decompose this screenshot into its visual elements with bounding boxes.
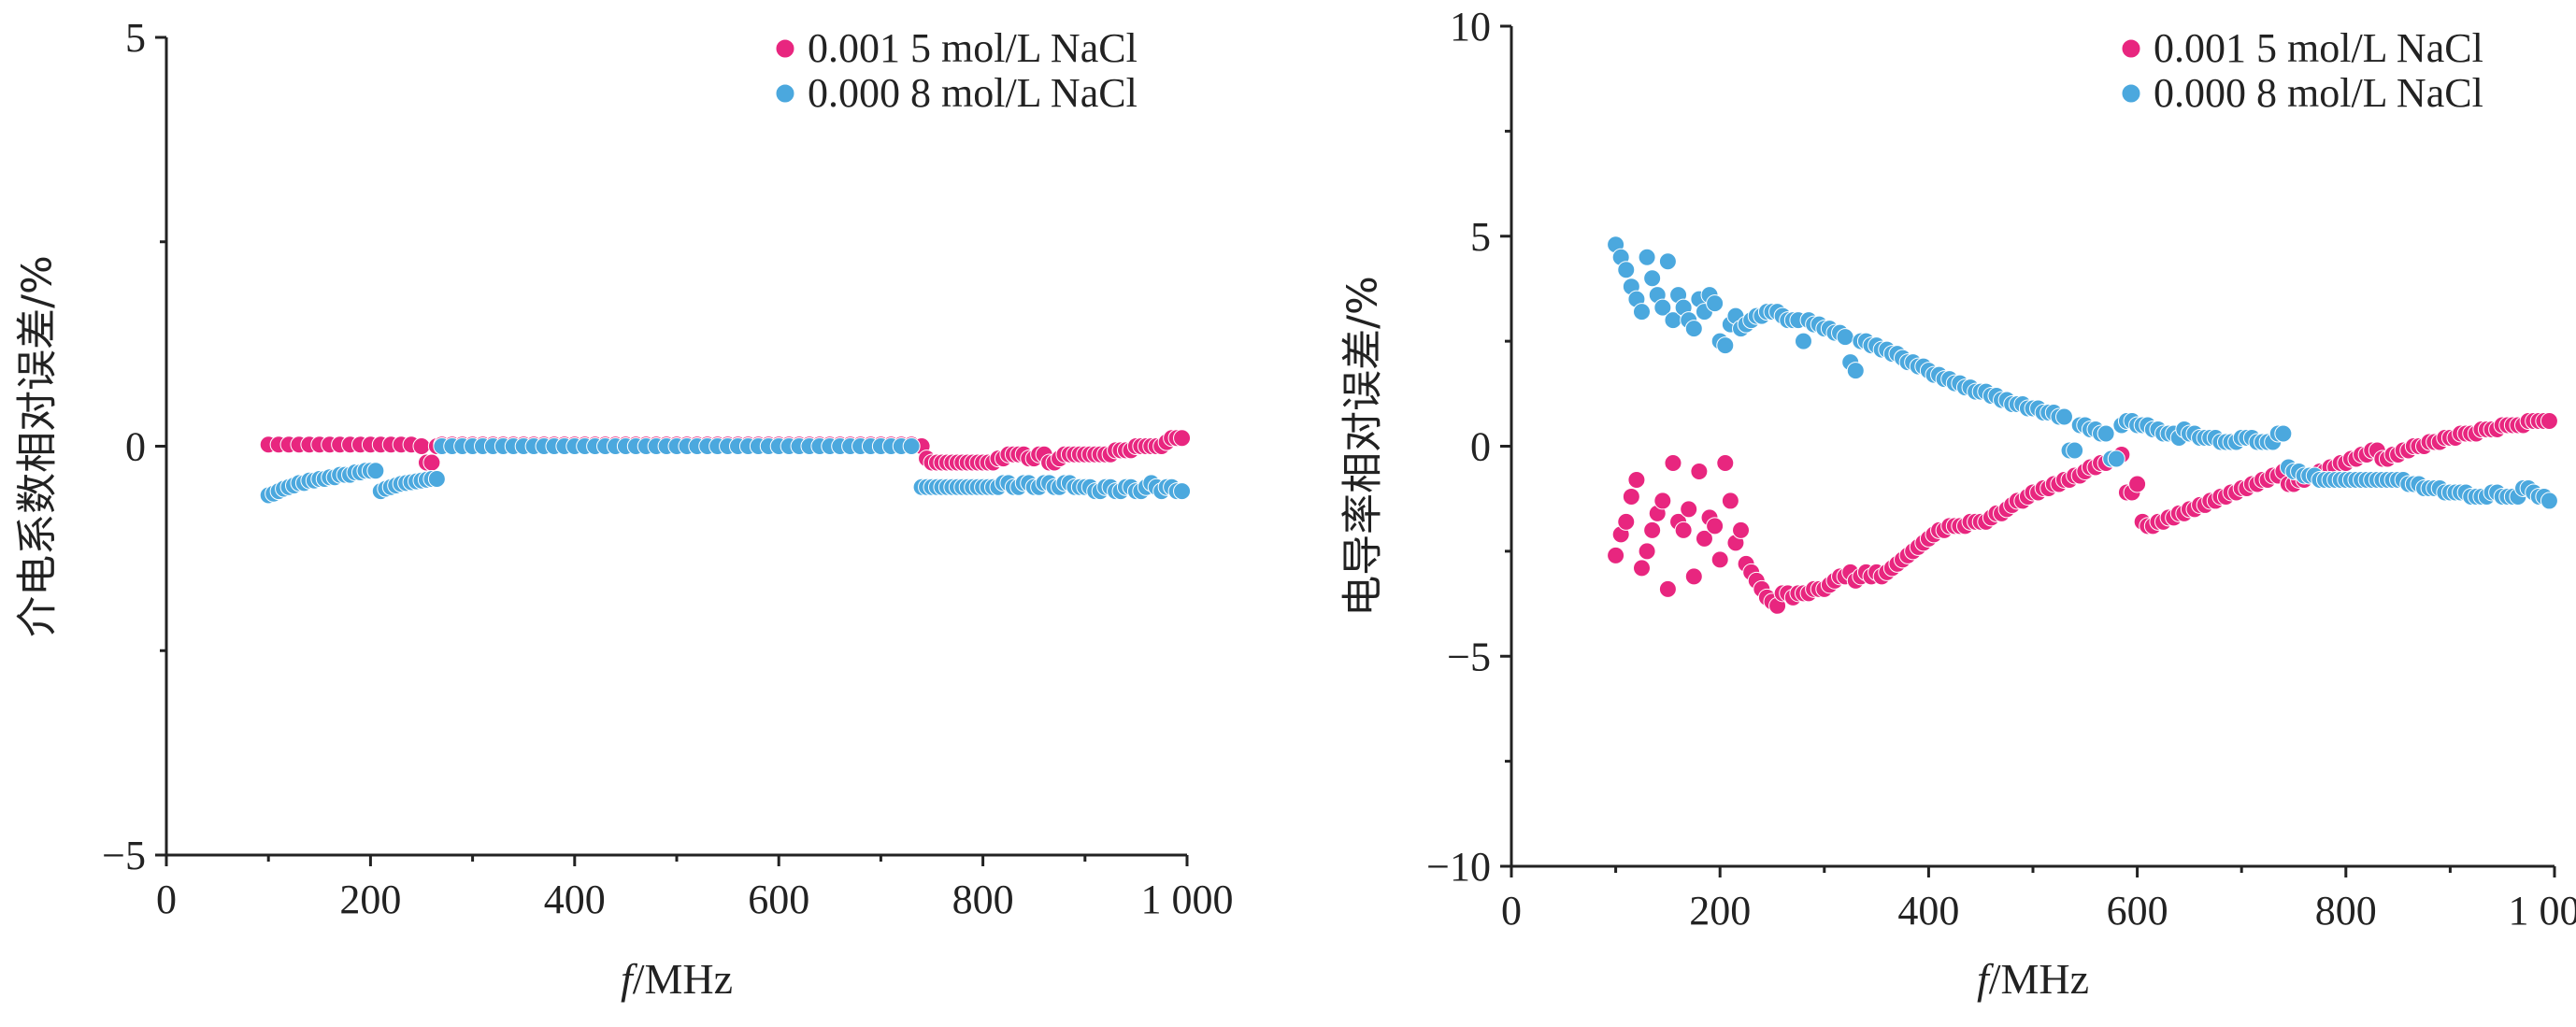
data-point — [1716, 453, 1735, 472]
data-point — [1622, 487, 1640, 506]
data-point — [412, 437, 431, 455]
data-point — [1643, 521, 1662, 539]
data-point — [902, 437, 921, 455]
x-tick-label: 200 — [339, 877, 401, 922]
y-tick-label: 5 — [125, 15, 146, 61]
x-axis-label-unit: /MHz — [1989, 955, 2089, 1003]
data-point — [1173, 429, 1192, 448]
data-point — [1658, 579, 1677, 598]
x-tick-label: 0 — [1501, 888, 1522, 934]
data-point — [1643, 269, 1662, 288]
x-tick-label: 1 000 — [2509, 888, 2576, 934]
x-tick-label: 600 — [748, 877, 809, 922]
data-point — [1653, 492, 1672, 510]
data-point — [1695, 529, 1713, 548]
legend-marker-2 — [2121, 83, 2141, 104]
data-point — [427, 470, 446, 488]
legend-marker-1 — [775, 38, 795, 59]
legend-marker-2 — [775, 83, 795, 104]
y-tick-label: 0 — [1470, 424, 1491, 470]
data-point — [2540, 492, 2558, 510]
data-point — [1706, 517, 1724, 535]
x-axis-label: f/MHz — [621, 955, 733, 1003]
data-point — [1794, 332, 1812, 350]
y-axis-label: 介电系数相对误差/% — [14, 255, 62, 637]
data-point — [1638, 248, 1656, 266]
legend-label-1: 0.001 5 mol/L NaCl — [808, 25, 1138, 71]
data-point — [2540, 412, 2558, 431]
data-point — [2054, 407, 2073, 426]
data-point — [1633, 303, 1651, 321]
data-point — [1633, 559, 1651, 578]
legend-marker-1 — [2121, 38, 2141, 59]
legend-label-2: 0.000 8 mol/L NaCl — [808, 70, 1138, 116]
data-point — [2128, 475, 2147, 493]
data-point — [1690, 462, 1709, 480]
data-point — [1706, 294, 1724, 313]
x-axis-label-unit: /MHz — [633, 955, 733, 1003]
data-point — [1658, 252, 1677, 271]
series-1 — [1607, 412, 2558, 615]
x-tick-label: 800 — [952, 877, 1014, 922]
chart-panel-conductivity: −10 −5 0 5 10 0 200 400 600 800 1 000 f/MHz 电导率相对误差/… — [1339, 4, 2576, 1003]
legend-label-1: 0.001 5 mol/L NaCl — [2154, 25, 2483, 71]
x-tick-label: 800 — [2315, 888, 2377, 934]
data-point — [1710, 550, 1729, 569]
data-point — [1732, 521, 1751, 539]
data-point — [1607, 546, 1625, 564]
y-tick-label: 0 — [125, 424, 146, 470]
data-point — [2107, 449, 2125, 468]
y-tick-label: −5 — [1447, 634, 1491, 679]
x-tick-label: 400 — [544, 877, 606, 922]
series-2 — [259, 437, 1192, 505]
data-point — [1836, 328, 1854, 347]
data-point — [1627, 470, 1646, 489]
x-tick-label: 0 — [156, 877, 177, 922]
legend-label-2: 0.000 8 mol/L NaCl — [2154, 70, 2483, 116]
data-point — [1617, 261, 1636, 279]
data-point — [1684, 567, 1703, 586]
x-axis-label: f/MHz — [1977, 955, 2089, 1003]
data-point — [2274, 424, 2293, 443]
data-point — [1721, 492, 1739, 510]
y-tick-label: −10 — [1426, 844, 1491, 890]
data-point — [1716, 336, 1735, 355]
x-tick-label: 600 — [2107, 888, 2168, 934]
y-tick-label: 10 — [1450, 4, 1491, 50]
data-point — [1684, 320, 1703, 338]
x-tick-label: 200 — [1689, 888, 1751, 934]
y-tick-label: 5 — [1470, 214, 1491, 260]
data-point — [1680, 500, 1698, 519]
data-point — [2066, 441, 2084, 460]
data-point — [1617, 512, 1636, 531]
data-point — [1674, 521, 1693, 539]
data-point — [1664, 453, 1682, 472]
x-tick-label: 400 — [1897, 888, 1959, 934]
x-tick-label: 1 000 — [1141, 877, 1234, 922]
y-tick-label: −5 — [102, 833, 146, 878]
data-point — [1638, 542, 1656, 561]
data-point — [422, 453, 441, 472]
data-point — [366, 462, 385, 480]
data-point — [2097, 424, 2115, 443]
data-point — [1653, 298, 1672, 317]
data-point — [1846, 362, 1865, 380]
series-2 — [1607, 235, 2558, 510]
data-point — [1173, 482, 1192, 501]
y-axis-label: 电导率相对误差/% — [1339, 276, 1387, 617]
